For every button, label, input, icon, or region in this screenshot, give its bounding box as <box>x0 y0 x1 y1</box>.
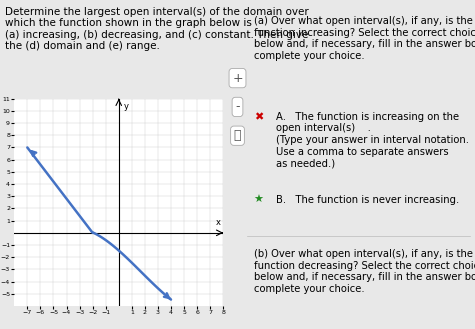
Text: (a) Over what open interval(s), if any, is the
function increasing? Select the c: (a) Over what open interval(s), if any, … <box>254 16 475 61</box>
Text: x: x <box>216 218 220 227</box>
Text: (b) Over what open interval(s), if any, is the
function decreasing? Select the c: (b) Over what open interval(s), if any, … <box>254 249 475 294</box>
Text: +: + <box>232 72 243 85</box>
Text: B.   The function is never increasing.: B. The function is never increasing. <box>276 195 459 205</box>
Text: y: y <box>124 102 128 111</box>
Text: -: - <box>235 100 240 114</box>
Text: ✖: ✖ <box>254 112 263 122</box>
Text: ★: ★ <box>254 195 264 205</box>
Text: A.   The function is increasing on the
open interval(s)    .
(Type your answer i: A. The function is increasing on the ope… <box>276 112 469 168</box>
Text: Determine the largest open interval(s) of the domain over
which the function sho: Determine the largest open interval(s) o… <box>5 7 308 51</box>
Text: ⧉: ⧉ <box>234 129 241 142</box>
